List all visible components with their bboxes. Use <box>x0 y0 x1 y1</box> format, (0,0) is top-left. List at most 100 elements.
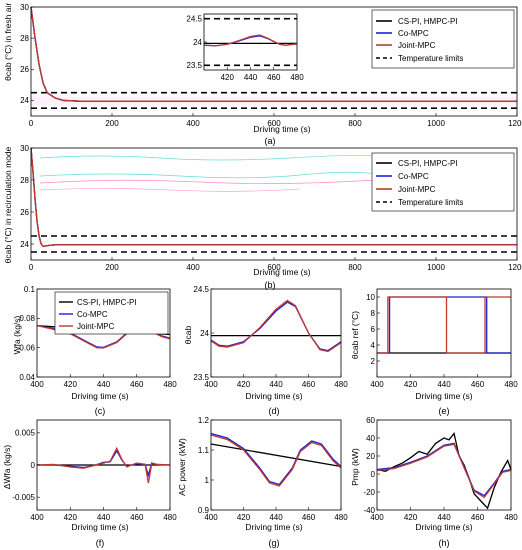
x-tick-label: 400 <box>370 380 384 389</box>
x-tick-label: 1200 <box>508 119 522 128</box>
legend-label: Co-MPC <box>398 29 429 38</box>
series-joint-mpc-line <box>203 34 298 47</box>
y-tick-label: 4 <box>371 341 376 350</box>
legend-label: CS-PI, HMPC-PI <box>398 159 458 168</box>
ylabel-e: θcab ref (°C) <box>350 311 360 359</box>
y-tick-label: 0.005 <box>15 429 36 438</box>
y-tick-label: 23.5 <box>193 373 209 382</box>
xlabel-h: Driving time (s) <box>415 522 472 532</box>
y-tick-label: 0.06 <box>19 343 35 352</box>
ylabel-h: Pmp (kW) <box>350 448 360 486</box>
x-tick-label: 400 <box>30 380 44 389</box>
y-tick-label: 26 <box>20 208 29 217</box>
series-joint-mpc-line <box>210 299 342 353</box>
y-tick-label: -40 <box>363 506 375 515</box>
x-tick-label: 420 <box>404 513 418 522</box>
x-tick-label: 480 <box>334 380 348 389</box>
series-co-mpc-line <box>210 432 342 486</box>
x-tick-label: 800 <box>348 119 362 128</box>
x-tick-label: 440 <box>244 73 258 82</box>
y-tick-label: 0.9 <box>198 506 210 515</box>
caption-a: (a) <box>265 136 276 146</box>
ylabel-g: AC power (kW) <box>177 438 187 496</box>
plot-background <box>377 289 511 377</box>
ylabel-b: θcab (°C) in recirculation mode <box>3 146 13 263</box>
x-tick-label: 440 <box>97 513 111 522</box>
x-tick-label: 600 <box>267 119 281 128</box>
x-tick-label: 600 <box>267 263 281 272</box>
caption-d: (d) <box>269 406 280 416</box>
x-tick-label: 440 <box>97 380 111 389</box>
x-tick-label: 200 <box>105 119 119 128</box>
plot-background <box>211 289 341 377</box>
x-tick-label: 460 <box>302 513 316 522</box>
x-tick-label: 400 <box>186 119 200 128</box>
x-tick-label: 440 <box>269 513 283 522</box>
y-tick-label: 10 <box>366 293 375 302</box>
y-tick-label: 60 <box>366 416 375 425</box>
x-tick-label: 420 <box>404 380 418 389</box>
y-tick-label: 24 <box>20 240 29 249</box>
series-co-mpc-line <box>210 301 342 352</box>
ylabel-d: θcab <box>183 326 193 345</box>
legend-label: Temperature limits <box>398 54 463 63</box>
xlabel-c: Driving time (s) <box>71 391 128 401</box>
x-tick-label: 440 <box>437 380 451 389</box>
series-joint-mpc-line <box>377 296 511 354</box>
plot-area-e: 400 420 440 460 480 2 4 6 8 10 <box>366 288 518 389</box>
caption-c: (c) <box>95 406 106 416</box>
y-tick-label: 1 <box>205 476 210 485</box>
legend-label: CS-PI, HMPC-PI <box>398 17 458 26</box>
x-tick-label: 1000 <box>427 119 445 128</box>
legend-a <box>371 9 515 69</box>
x-tick-label: 400 <box>204 513 218 522</box>
x-tick-label: 480 <box>290 73 304 82</box>
x-tick-label: 440 <box>269 380 283 389</box>
series-joint-mpc-line <box>36 446 171 484</box>
x-tick-label: 400 <box>30 513 44 522</box>
plot-background <box>204 14 297 70</box>
y-tick-label: 28 <box>20 34 29 43</box>
y-tick-label: 24 <box>20 96 29 105</box>
x-tick-label: 440 <box>437 513 451 522</box>
caption-h: (h) <box>439 538 450 548</box>
series-joint-mpc-line <box>210 434 342 487</box>
legend-label: Joint-MPC <box>77 322 115 331</box>
x-tick-label: 480 <box>334 513 348 522</box>
caption-f: (f) <box>96 538 105 548</box>
inset-a: 420 440 460 480 23.5 24 24.5 <box>186 13 304 82</box>
x-tick-label: 480 <box>504 380 518 389</box>
ylabel-a: θcab (°C) in fresh air mode <box>3 0 13 81</box>
y-tick-label: -20 <box>363 488 375 497</box>
legend-label: CS-PI, HMPC-PI <box>77 298 137 307</box>
x-tick-label: 420 <box>237 513 251 522</box>
x-tick-label: 800 <box>348 263 362 272</box>
legend-label: Co-MPC <box>398 172 429 181</box>
x-tick-label: 0 <box>29 119 34 128</box>
legend-label: Joint-MPC <box>398 41 436 50</box>
y-tick-label: 24 <box>193 38 202 47</box>
x-tick-label: 480 <box>163 513 177 522</box>
x-tick-label: 400 <box>204 380 218 389</box>
ylabel-f: ΔWfa (kg/s) <box>2 445 12 490</box>
x-tick-label: 400 <box>186 263 200 272</box>
xlabel-d: Driving time (s) <box>245 391 302 401</box>
x-tick-label: 480 <box>163 380 177 389</box>
y-tick-label: 8 <box>371 309 376 318</box>
y-tick-label: 26 <box>20 65 29 74</box>
series-joint-mpc-line <box>30 6 517 102</box>
y-tick-label: 20 <box>366 452 375 461</box>
ylabel-c: Wfa (kg/s) <box>12 315 22 354</box>
legend-label: Temperature limits <box>398 198 463 207</box>
y-tick-label: 1.2 <box>198 416 210 425</box>
legend-b <box>371 152 515 212</box>
x-tick-label: 460 <box>471 513 485 522</box>
recirculation-noise-artifacts <box>39 154 377 192</box>
y-tick-label: 0 <box>31 461 36 470</box>
x-tick-label: 460 <box>130 380 144 389</box>
y-tick-label: 24.5 <box>186 14 202 23</box>
x-tick-label: 0 <box>29 263 34 272</box>
xlabel-b: Driving time (s) <box>253 267 310 277</box>
plot-area-g: 400 420 440 460 480 0.9 1 1.1 1.2 <box>198 416 348 522</box>
x-tick-label: 420 <box>64 380 78 389</box>
